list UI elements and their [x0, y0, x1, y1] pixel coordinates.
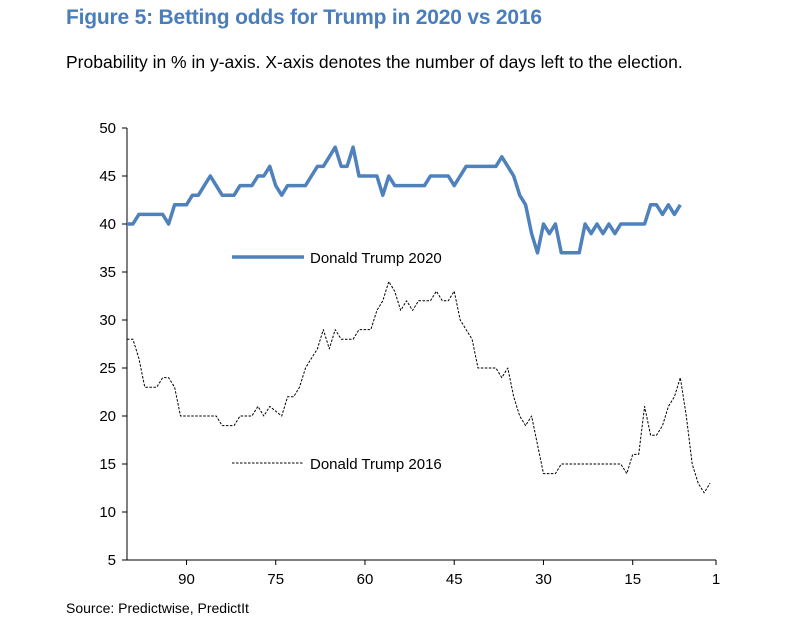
chart-title: Figure 5: Betting odds for Trump in 2020…: [66, 6, 542, 29]
series-line-1: [127, 145, 682, 255]
x-tick-label: 60: [357, 571, 374, 588]
y-tick-label: 25: [99, 360, 116, 377]
chart-series: [127, 145, 711, 494]
legend-label-2: Donald Trump 2016: [310, 456, 442, 473]
y-tick-label: 10: [99, 504, 116, 521]
chart-legend: Donald Trump 2020 Donald Trump 2016: [232, 250, 442, 473]
x-tick-label: 90: [178, 571, 195, 588]
x-tick-label: 45: [446, 571, 463, 588]
y-tick-label: 45: [99, 168, 116, 185]
y-tick-label: 5: [108, 552, 116, 569]
chart-subtitle: Probability in % in y-axis. X-axis denot…: [66, 52, 683, 72]
series-line-2: [127, 281, 711, 494]
chart-axes: 5 10 15 20 25 30 35 40 45 50 90 75 60 45 30 15 1: [99, 120, 720, 588]
y-tick-label: 20: [99, 408, 116, 425]
x-tick-label: 1: [712, 571, 720, 588]
source-note: Source: Predictwise, PredictIt: [66, 600, 249, 616]
x-tick-label: 15: [624, 571, 641, 588]
y-tick-label: 40: [99, 216, 116, 233]
y-tick-label: 50: [99, 120, 116, 137]
legend-label-1: Donald Trump 2020: [310, 250, 442, 267]
y-tick-label: 15: [99, 456, 116, 473]
y-tick-label: 35: [99, 264, 116, 281]
y-tick-label: 30: [99, 312, 116, 329]
x-tick-label: 30: [535, 571, 552, 588]
x-tick-label: 75: [267, 571, 284, 588]
